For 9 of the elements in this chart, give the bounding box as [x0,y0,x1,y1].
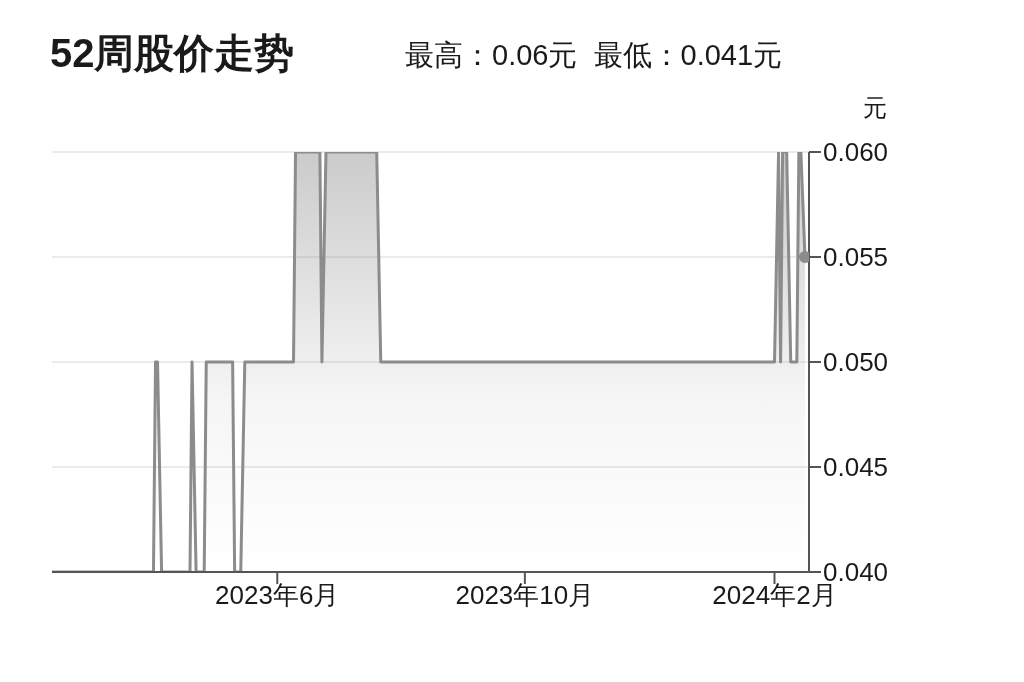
y-tick-label: 0.045 [823,452,889,483]
y-axis-title: 元 [863,93,887,123]
y-tick-label: 0.060 [823,137,889,168]
y-tick-label: 0.055 [823,242,889,273]
x-tick-label: 2023年6月 [215,580,340,611]
y-tick-label: 0.050 [823,347,889,378]
chart-subtitle: 最高：0.06元 最低：0.041元 [405,38,783,73]
chart-title: 52周股价走势 [50,30,295,77]
x-tick-label: 2023年10月 [455,580,595,611]
